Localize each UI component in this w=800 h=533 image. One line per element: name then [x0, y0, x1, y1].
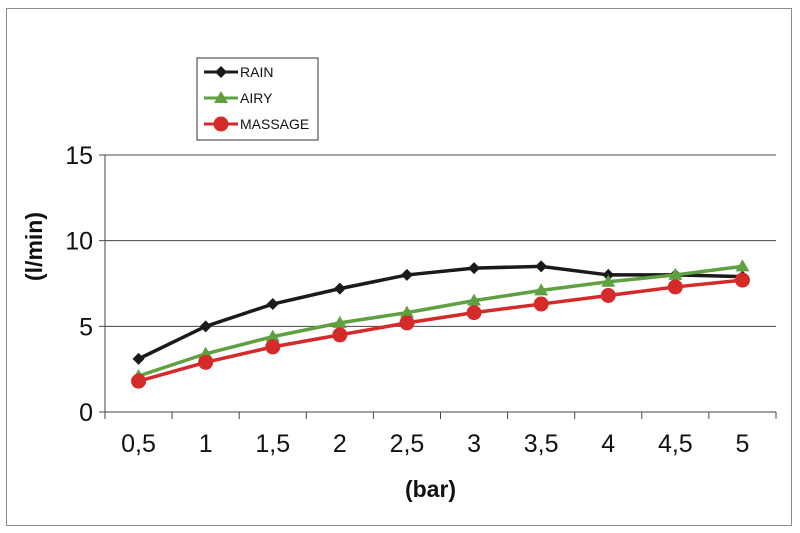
data-point-airy: [265, 329, 280, 342]
data-point-rain: [266, 298, 279, 311]
data-point-rain: [400, 268, 413, 281]
legend-marker-massage: [213, 116, 229, 132]
legend-label-airy: AIRY: [240, 90, 273, 106]
y-tick-label: 0: [79, 399, 93, 427]
x-tick-label: 2,5: [390, 430, 425, 458]
data-point-rain: [132, 352, 145, 365]
data-point-massage: [466, 305, 482, 321]
data-point-airy: [399, 305, 414, 318]
data-point-massage: [600, 287, 616, 303]
x-tick-label: 1,5: [255, 430, 290, 458]
data-point-rain: [468, 262, 481, 275]
x-axis-label: (bar): [405, 476, 456, 502]
data-point-massage: [533, 296, 549, 312]
data-point-massage: [399, 315, 415, 331]
data-point-rain: [535, 260, 548, 273]
y-tick-label: 15: [65, 142, 93, 170]
data-point-airy: [332, 315, 347, 328]
data-point-airy: [668, 267, 683, 280]
legend-label-massage: MASSAGE: [240, 116, 309, 132]
data-point-airy: [735, 259, 750, 272]
data-point-rain: [333, 282, 346, 295]
x-tick-label: 4,5: [658, 430, 693, 458]
data-point-airy: [467, 293, 482, 306]
y-tick-label: 10: [65, 228, 93, 256]
series-line-rain: [137, 264, 743, 361]
series-line-massage: [138, 278, 743, 383]
x-tick-label: 3,5: [524, 430, 559, 458]
data-point-massage: [332, 327, 348, 343]
chart-frame: [6, 8, 792, 526]
x-tick-label: 4: [601, 430, 615, 458]
x-tick-label: 2: [333, 430, 347, 458]
x-tick-label: 3: [467, 430, 481, 458]
data-point-airy: [601, 274, 616, 287]
data-point-massage: [131, 373, 147, 389]
data-point-massage: [667, 279, 683, 295]
data-point-massage: [265, 339, 281, 355]
data-point-rain: [199, 320, 212, 333]
data-point-airy: [534, 283, 549, 296]
data-point-massage: [198, 354, 214, 370]
x-tick-label: 5: [735, 430, 749, 458]
data-point-massage: [734, 272, 750, 288]
series-line-airy: [137, 264, 743, 378]
y-axis-label: (l/min): [21, 212, 47, 281]
legend-marker-rain: [215, 66, 227, 78]
y-tick-label: 5: [79, 313, 93, 341]
x-tick-label: 0,5: [121, 430, 156, 458]
legend-label-rain: RAIN: [240, 64, 273, 80]
x-tick-label: 1: [199, 430, 213, 458]
legend-marker-airy: [214, 91, 228, 103]
